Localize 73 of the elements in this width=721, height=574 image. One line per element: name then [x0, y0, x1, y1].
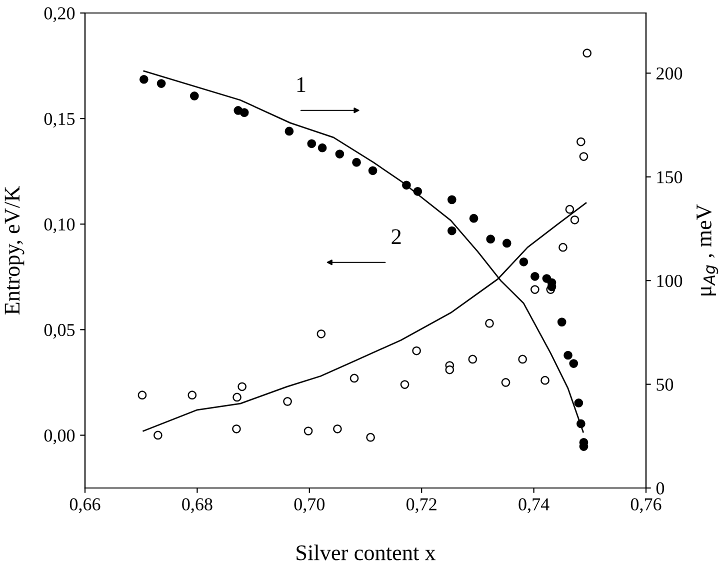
point: [284, 126, 294, 136]
point: [307, 139, 316, 148]
point: [154, 430, 162, 440]
point: [188, 390, 197, 400]
x-tick-label: 0,70: [294, 498, 325, 514]
point: [402, 180, 411, 190]
point: [400, 380, 410, 389]
point: [558, 242, 568, 252]
x-tick-label: 0,66: [70, 498, 100, 514]
point: [366, 432, 375, 442]
point: [486, 234, 496, 244]
y-axis-title: Entropy, eV/K: [4, 186, 24, 315]
point: [139, 74, 148, 84]
point: [445, 365, 454, 374]
point: [350, 374, 359, 383]
point: [530, 272, 540, 281]
x-axis-title: Silver content x: [296, 544, 436, 560]
y2-tick-label: 0: [656, 482, 664, 494]
point: [190, 92, 199, 100]
point: [518, 354, 528, 364]
point: [333, 424, 342, 434]
point: [232, 424, 241, 434]
point: [530, 285, 540, 294]
point: [501, 378, 510, 387]
point: [540, 376, 550, 385]
point: [318, 143, 327, 152]
point: [232, 392, 242, 402]
point: [576, 419, 586, 428]
x-tick-label: 0,72: [406, 498, 436, 514]
point: [368, 166, 378, 176]
point: [447, 226, 456, 236]
point: [564, 350, 572, 360]
line-series: [143, 70, 584, 433]
point: [582, 48, 592, 58]
point: [576, 137, 586, 146]
point: [579, 152, 588, 161]
x-tick-label: 0,76: [630, 498, 662, 514]
y2-tick-label: 50: [656, 378, 674, 391]
point: [304, 426, 313, 436]
point: [569, 359, 578, 368]
point: [502, 238, 512, 248]
point: [412, 346, 421, 356]
point: [565, 204, 574, 214]
point: [316, 329, 326, 338]
y2-axis-title: μ$_{Ag}$ , meV: [696, 204, 718, 296]
y2-tick-label: 100: [657, 274, 682, 288]
point: [468, 354, 478, 364]
point: [570, 215, 580, 224]
y2-tick-label: 150: [657, 171, 682, 184]
point: [519, 257, 528, 266]
y-tick-label: 0,00: [44, 429, 75, 444]
annotation: 1: [297, 77, 306, 92]
y-tick-label: 0,20: [44, 7, 75, 22]
point: [240, 108, 249, 117]
point: [469, 214, 478, 223]
x-tick-label: 0,68: [182, 498, 212, 514]
y-tick-label: 0,05: [44, 324, 75, 339]
point: [156, 79, 166, 88]
point: [335, 150, 344, 158]
y-tick-label: 0,15: [44, 112, 75, 128]
point: [238, 382, 247, 392]
annotation: 2: [392, 229, 401, 244]
y2-tick-label: 200: [656, 67, 682, 80]
point: [574, 398, 584, 408]
x-tick-label: 0,74: [518, 498, 550, 514]
y-tick-label: 0,10: [44, 218, 75, 234]
point: [352, 158, 361, 167]
point: [138, 390, 147, 400]
point: [557, 318, 566, 326]
point: [283, 397, 292, 406]
point: [485, 318, 494, 328]
point: [413, 186, 422, 196]
point: [447, 195, 456, 204]
